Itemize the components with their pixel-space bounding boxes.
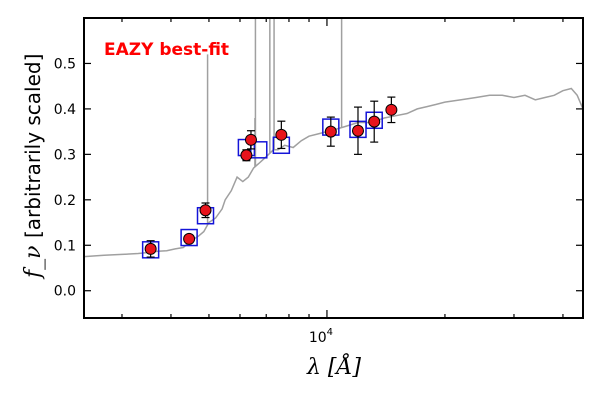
y-tick-label: 0.0 bbox=[54, 284, 76, 300]
observed-point bbox=[240, 149, 253, 162]
y-axis-text: [arbitrarily scaled] bbox=[21, 54, 45, 238]
y-tick-label: 0.1 bbox=[54, 238, 76, 254]
model-flux-square bbox=[250, 141, 268, 159]
y-tick-label: 0.5 bbox=[54, 56, 76, 72]
x-axis-label: λ [Å] bbox=[306, 352, 361, 380]
model-flux-square bbox=[180, 228, 198, 247]
plot-area bbox=[84, 18, 583, 259]
observed-point bbox=[368, 115, 381, 128]
annotation-eazy: EAZY best-fit bbox=[104, 40, 229, 60]
observed-point bbox=[351, 124, 364, 137]
observed-point bbox=[183, 232, 196, 245]
y-tick-label: 0.2 bbox=[54, 193, 76, 209]
observed-point bbox=[199, 204, 212, 217]
observed-point bbox=[244, 133, 257, 146]
y-axis-symbol: f_ν bbox=[21, 245, 46, 280]
plot-frame bbox=[83, 17, 584, 319]
observed-point bbox=[324, 125, 337, 138]
y-axis-label: f_ν [arbitrarily scaled] bbox=[21, 54, 46, 280]
tick-layer bbox=[84, 18, 583, 318]
observed-point bbox=[385, 103, 398, 116]
observed-point bbox=[275, 128, 288, 141]
y-tick-label: 0.3 bbox=[54, 147, 76, 163]
y-tick-label: 0.4 bbox=[54, 102, 76, 118]
observed-point bbox=[144, 242, 157, 255]
